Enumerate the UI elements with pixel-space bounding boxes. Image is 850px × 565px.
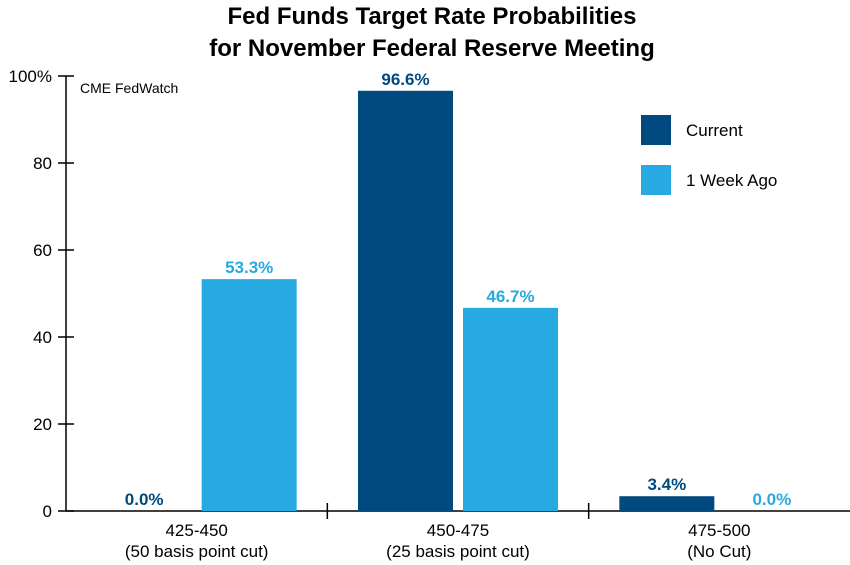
y-tick-label: 100% <box>9 67 52 86</box>
bar-current <box>619 496 715 511</box>
bars: 0.0% 53.3% 96.6% 46.7% 3.4% 0.0% <box>125 70 791 511</box>
data-label: 46.7% <box>486 287 534 306</box>
bar-1-week-ago <box>201 279 297 511</box>
x-category-sublabel: (25 basis point cut) <box>386 542 530 561</box>
axes: 0 20 40 60 80 100% 425-450 (50 basis point cut)… <box>9 67 850 561</box>
y-tick-label: 40 <box>33 328 52 347</box>
y-tick-label: 20 <box>33 415 52 434</box>
bar-1-week-ago <box>463 307 558 511</box>
bar-current <box>358 90 453 511</box>
data-label: 0.0% <box>125 490 164 509</box>
data-label: 0.0% <box>752 490 791 509</box>
data-label: 3.4% <box>647 475 686 494</box>
data-label: 53.3% <box>225 258 273 277</box>
legend-label: 1 Week Ago <box>686 171 777 190</box>
y-tick-label: 0 <box>43 502 52 521</box>
x-category-sublabel: (50 basis point cut) <box>125 542 269 561</box>
x-category-sublabel: (No Cut) <box>687 542 751 561</box>
source-note: CME FedWatch <box>80 80 178 96</box>
x-category-label: 425-450 <box>165 521 227 540</box>
y-tick-label: 60 <box>33 241 52 260</box>
legend-label: Current <box>686 121 743 140</box>
x-category-label: 450-475 <box>427 521 489 540</box>
legend-swatch <box>641 115 671 145</box>
legend: Current 1 Week Ago <box>641 115 777 195</box>
chart-title-line-1: Fed Funds Target Rate Probabilities <box>228 3 637 30</box>
chart-title-line-2: for November Federal Reserve Meeting <box>209 35 655 62</box>
y-tick-label: 80 <box>33 154 52 173</box>
x-category-label: 475-500 <box>688 521 750 540</box>
data-label: 96.6% <box>381 70 429 89</box>
legend-swatch <box>641 165 671 195</box>
